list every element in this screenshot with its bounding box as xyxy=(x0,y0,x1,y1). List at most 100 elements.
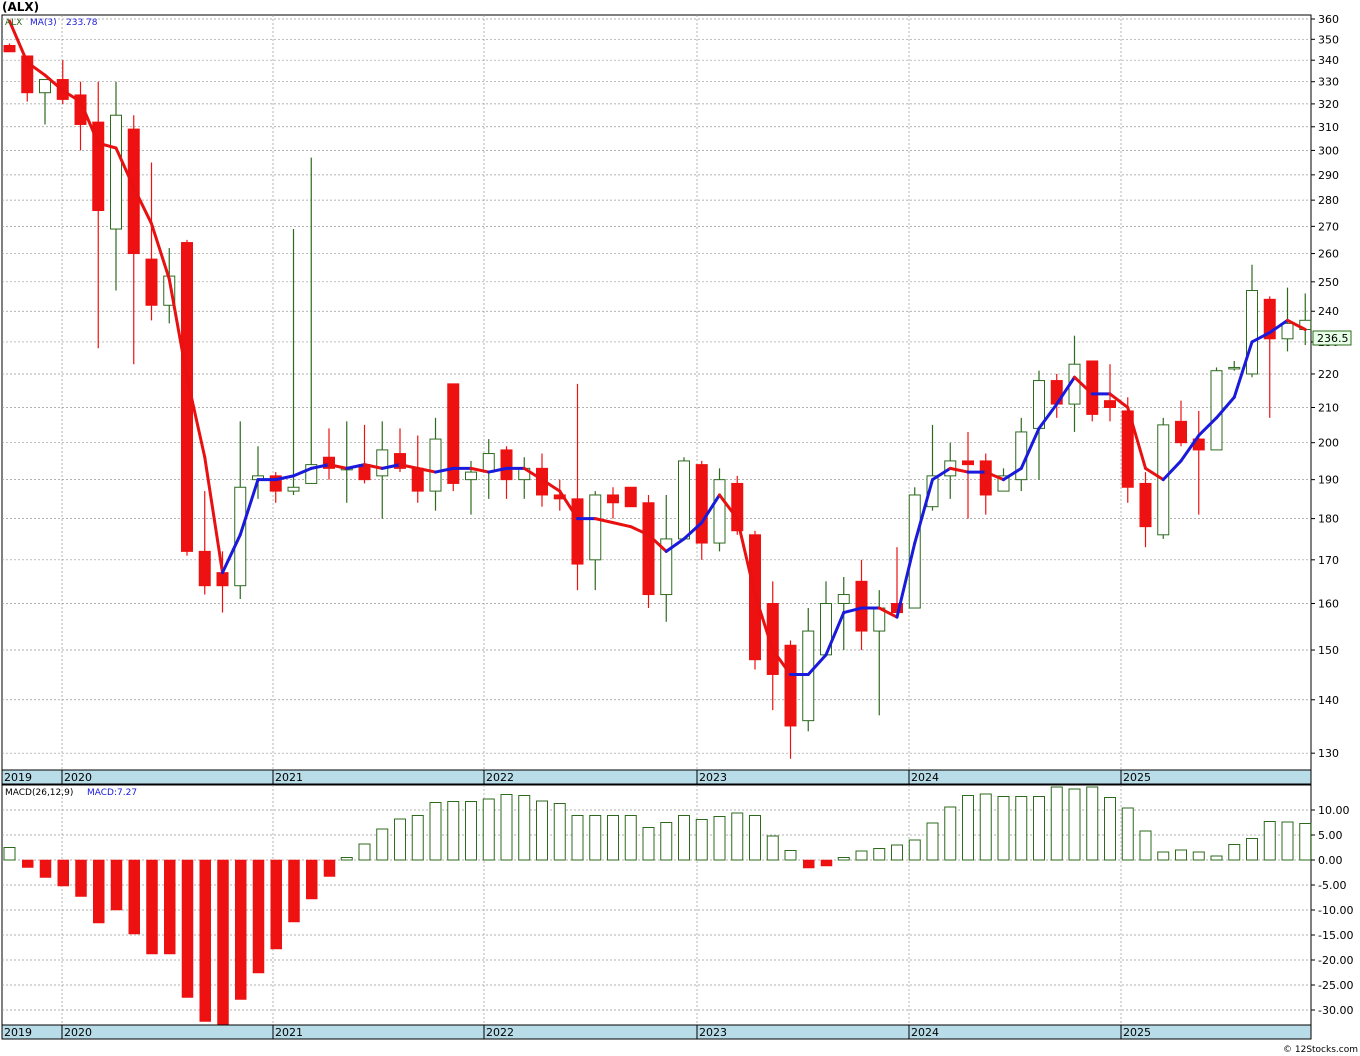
candle-down xyxy=(1139,472,1152,548)
macd-bar-positive xyxy=(749,815,761,861)
ma3-segment xyxy=(913,478,934,545)
ma3-segment xyxy=(309,463,331,470)
ma3-segment xyxy=(1055,375,1076,406)
candle-body xyxy=(482,453,495,473)
candle-down xyxy=(269,472,282,503)
macd-y-axis: 10.00 5.00 0.00 -5.00 -10.00 -15.00 -20.00 -25.… xyxy=(1311,804,1353,1017)
ma3-segment xyxy=(593,517,615,525)
macd-bar-positive xyxy=(500,794,513,861)
candle-body xyxy=(624,486,637,508)
ma3-segment xyxy=(647,533,668,553)
candle-body xyxy=(269,475,282,492)
macd-bar-negative xyxy=(93,859,105,924)
macd-bar-positive xyxy=(518,795,531,861)
macd-bar-positive xyxy=(891,844,903,861)
candle-body xyxy=(1281,322,1294,340)
macd-bar-negative xyxy=(110,859,123,911)
price-y-tick-label: 240 xyxy=(1318,305,1339,318)
macd-panel: 2019 2020 2021 2022 2023 2024 2025 10.00 5.00 0.… xyxy=(1,784,1353,1040)
candle-body xyxy=(110,114,122,230)
ma3-segment xyxy=(380,463,402,470)
candle-down xyxy=(74,81,87,151)
ma3-segment xyxy=(61,89,82,104)
candle-up xyxy=(110,81,122,291)
ma3-segment xyxy=(1232,340,1254,399)
ma3-segment xyxy=(434,466,455,474)
candle-down xyxy=(749,530,761,670)
price-year-label: 2025 xyxy=(1123,771,1151,784)
ma3-segment xyxy=(895,541,917,619)
macd-bar-positive xyxy=(1299,823,1312,861)
price-year-labels: 2019 2020 2021 2022 2023 2024 2025 xyxy=(1,770,1151,784)
ma3-segment xyxy=(132,185,153,226)
ma3-segment xyxy=(1250,331,1272,344)
price-y-tick-label: 290 xyxy=(1318,169,1339,182)
ma3-segment xyxy=(753,593,775,652)
macd-year-label: 2022 xyxy=(486,1026,514,1039)
macd-bar-positive xyxy=(678,815,690,861)
macd-y-tick-label: 0.00 xyxy=(1318,854,1343,867)
candle-down xyxy=(624,486,637,508)
macd-bar-positive xyxy=(1228,844,1241,861)
ma3-segment xyxy=(1073,375,1094,396)
macd-year-label: 2021 xyxy=(275,1026,303,1039)
macd-year-labels: 2019 2020 2021 2022 2023 2024 2025 xyxy=(1,1025,1151,1039)
price-y-tick-label: 270 xyxy=(1318,220,1339,233)
ma3-line xyxy=(8,19,1307,676)
ma3-segment xyxy=(1037,402,1059,430)
macd-bar-negative xyxy=(235,859,247,1000)
ma3-segment xyxy=(1019,426,1041,470)
ma3-segment xyxy=(79,100,100,145)
candle-body xyxy=(678,460,690,540)
price-y-tick-label: 350 xyxy=(1318,33,1339,46)
price-grid xyxy=(2,15,1311,770)
candle-down xyxy=(1175,400,1187,447)
macd-bar-negative xyxy=(22,859,34,868)
macd-bar-negative xyxy=(288,859,300,923)
macd-bar-positive xyxy=(411,815,424,861)
candle-up xyxy=(660,494,673,622)
candle-down xyxy=(855,559,868,651)
macd-bar-positive xyxy=(837,857,850,861)
ma3-segment xyxy=(1268,318,1289,335)
last-price-label: 236.5 xyxy=(1317,332,1349,345)
price-y-tick-label: 310 xyxy=(1318,121,1339,134)
macd-bar-positive xyxy=(1050,786,1063,861)
ma3-segment xyxy=(629,525,650,537)
ma3-segment xyxy=(771,648,792,676)
candle-body xyxy=(695,464,708,544)
ma3-segment xyxy=(664,537,686,553)
ma3-segment xyxy=(1197,416,1218,437)
candle-body xyxy=(784,644,797,727)
macd-bar-positive xyxy=(908,839,921,861)
macd-bar-positive xyxy=(997,796,1010,861)
price-year-label: 2024 xyxy=(911,771,939,784)
candle-body xyxy=(997,475,1010,492)
macd-bar-negative xyxy=(270,859,282,950)
macd-bar-positive xyxy=(536,800,548,861)
ma3-segment xyxy=(203,455,224,575)
legend-ma-value: 233.78 xyxy=(66,18,98,28)
price-year-label: 2020 xyxy=(64,771,92,784)
candle-body xyxy=(962,460,974,466)
macd-bar-positive xyxy=(962,795,974,861)
macd-bar-positive xyxy=(429,802,442,861)
candle-down xyxy=(731,475,744,535)
candle-body xyxy=(198,550,211,587)
candle-up xyxy=(287,229,300,495)
price-y-tick-label: 360 xyxy=(1318,13,1339,26)
macd-bar-positive xyxy=(1015,796,1028,861)
macd-bar-positive xyxy=(979,793,992,861)
candle-down xyxy=(447,383,460,492)
price-year-band xyxy=(1,769,1312,785)
candle-body xyxy=(394,453,406,469)
ma3-segment xyxy=(1161,459,1183,482)
candle-body xyxy=(571,498,584,565)
candle-down xyxy=(642,494,655,609)
ma3-segment xyxy=(327,463,349,470)
candle-down xyxy=(1263,296,1276,418)
macd-bar-negative xyxy=(252,859,265,974)
macd-bar-positive xyxy=(1281,821,1294,861)
candle-up xyxy=(1246,264,1258,378)
price-y-tick-label: 340 xyxy=(1318,54,1339,67)
